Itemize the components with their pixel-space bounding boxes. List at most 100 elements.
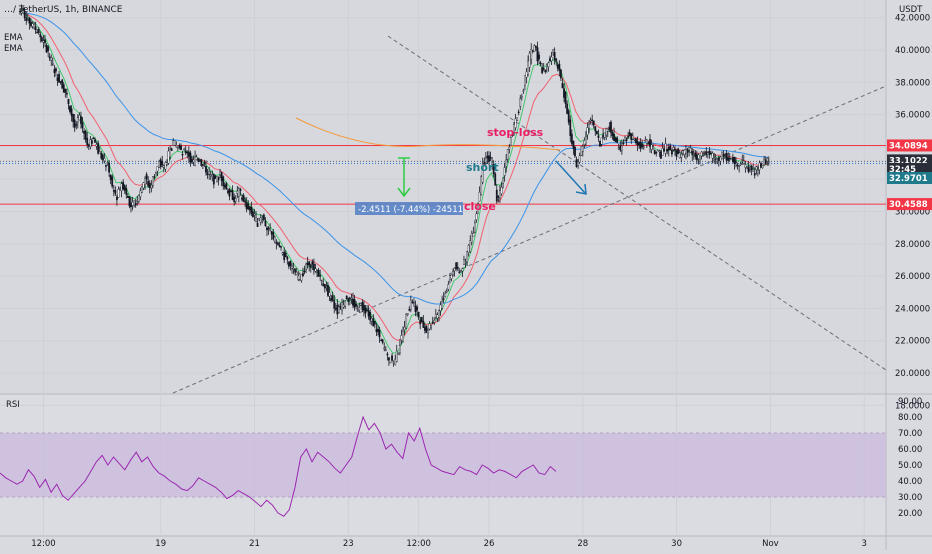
- candle-body: [644, 140, 647, 142]
- candle-body: [211, 174, 214, 178]
- candle-body: [721, 151, 723, 159]
- candle-body: [650, 144, 653, 150]
- price-pane[interactable]: [0, 0, 886, 393]
- candle-body: [220, 172, 223, 182]
- candle-body: [391, 355, 393, 361]
- candle-body: [713, 156, 716, 160]
- candle-body: [428, 323, 431, 330]
- rsi-axis[interactable]: 90.00 80.00 70.00 60.00 50.00 40.00 30.00 20.00: [898, 397, 922, 519]
- candlesticks: [19, 4, 770, 367]
- candle-body: [292, 268, 295, 270]
- candle-body: [519, 98, 522, 107]
- candle-body: [599, 141, 601, 147]
- candle-body: [219, 171, 221, 175]
- candle-body: [31, 23, 34, 27]
- time-tick-label: 3: [861, 539, 866, 549]
- candle-body: [64, 88, 67, 93]
- candle-body: [525, 71, 528, 78]
- candle-body: [25, 17, 28, 21]
- candle-body: [581, 146, 584, 152]
- candle-body: [606, 128, 609, 132]
- candle-body: [153, 176, 156, 179]
- ema-legend-1[interactable]: EMA: [4, 33, 23, 43]
- candle-body: [530, 49, 533, 60]
- time-tick-label: 30: [671, 539, 682, 549]
- candle-body: [209, 174, 212, 176]
- candle-body: [378, 330, 381, 338]
- price-tick-label: 38.0000: [895, 78, 930, 88]
- candle-body: [638, 142, 640, 146]
- candle-body: [746, 166, 748, 168]
- candle-body: [234, 198, 237, 202]
- candle-body: [167, 150, 170, 164]
- candle-body: [266, 227, 268, 231]
- candle-body: [452, 271, 454, 276]
- candle-body: [660, 151, 662, 159]
- candle-body: [330, 298, 332, 301]
- candle-body: [192, 159, 195, 163]
- candle-body: [208, 171, 211, 175]
- candle-body: [627, 136, 630, 138]
- candle-body: [503, 167, 506, 176]
- candle-body: [667, 146, 670, 151]
- symbol-title[interactable]: …/ TetherUS, 1h, BINANCE: [4, 5, 123, 15]
- candle-body: [506, 149, 509, 160]
- candle-body: [278, 244, 281, 247]
- candle-body: [228, 189, 231, 197]
- candle-body: [633, 138, 636, 141]
- ema-legend-2[interactable]: EMA: [4, 44, 23, 54]
- candle-body: [42, 40, 45, 43]
- candle-body: [439, 304, 442, 311]
- candle-body: [619, 145, 622, 151]
- candle-body: [484, 157, 487, 163]
- candle-body: [331, 295, 334, 301]
- ema-slow-line: [22, 12, 769, 305]
- candle-body: [370, 318, 373, 322]
- candle-body: [384, 349, 387, 352]
- rsi-tick-label: 90.00: [898, 397, 922, 407]
- candle-body: [556, 64, 559, 69]
- candle-body: [686, 148, 689, 153]
- candle-body: [588, 124, 590, 129]
- candle-body: [595, 131, 598, 135]
- candle-body: [423, 327, 426, 331]
- candle-body: [142, 182, 145, 189]
- candle-body: [486, 155, 489, 158]
- candle-body: [314, 268, 317, 272]
- candle-body: [386, 353, 389, 356]
- candle-body: [148, 182, 151, 189]
- candle-body: [583, 140, 586, 145]
- annotation-stoploss: stop-loss: [487, 126, 544, 139]
- candle-body: [275, 242, 278, 244]
- candle-body: [458, 271, 461, 273]
- candle-body: [230, 190, 232, 193]
- candle-body: [725, 153, 728, 161]
- candle-body: [76, 117, 79, 123]
- price-tick-label: 22.0000: [895, 337, 930, 347]
- candle-body: [742, 160, 745, 165]
- candle-body: [284, 252, 287, 258]
- price-tick-label: 30.0000: [895, 208, 930, 218]
- candle-body: [564, 92, 567, 104]
- candle-body: [87, 144, 90, 147]
- candle-body: [181, 153, 184, 156]
- candle-body: [156, 166, 159, 172]
- candle-body: [345, 295, 348, 300]
- candle-body: [214, 176, 217, 179]
- candle-body: [212, 174, 215, 185]
- candle-body: [305, 263, 307, 270]
- candle-body: [536, 47, 539, 62]
- candle-body: [494, 173, 497, 186]
- candle-body: [367, 310, 370, 317]
- candle-body: [173, 140, 176, 146]
- candle-body: [700, 151, 703, 157]
- candle-body: [441, 301, 443, 309]
- candle-body: [766, 158, 769, 162]
- candle-body: [535, 45, 537, 48]
- measure-tool[interactable]: -2.4511 (-7.44%) -24511: [355, 202, 463, 215]
- candle-body: [706, 152, 709, 155]
- price-tick-label: 20.0000: [895, 369, 930, 379]
